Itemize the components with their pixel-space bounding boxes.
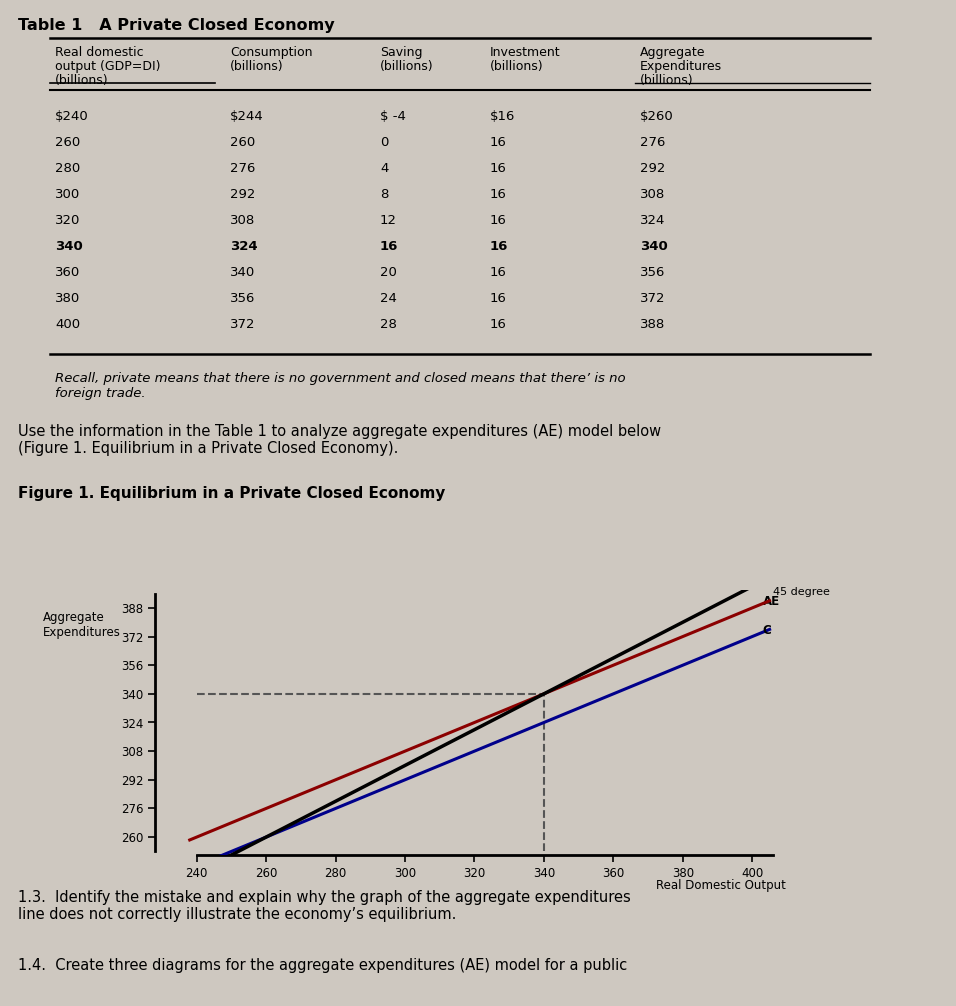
Text: 45 degree: 45 degree <box>773 588 830 598</box>
Text: 12: 12 <box>380 214 397 227</box>
Text: Expenditures: Expenditures <box>640 60 722 73</box>
Text: 8: 8 <box>380 188 388 201</box>
Text: 340: 340 <box>230 266 255 279</box>
Text: $ -4: $ -4 <box>380 110 406 123</box>
Text: 340: 340 <box>55 240 83 253</box>
Text: Recall, private means that there is no government and closed means that there’ i: Recall, private means that there is no g… <box>55 372 625 400</box>
Text: (billions): (billions) <box>640 74 694 87</box>
Text: (billions): (billions) <box>490 60 544 73</box>
Text: 308: 308 <box>230 214 255 227</box>
Text: 16: 16 <box>490 214 507 227</box>
Text: 340: 340 <box>640 240 667 253</box>
Text: Investment: Investment <box>490 46 560 59</box>
Text: 1.3.  Identify the mistake and explain why the graph of the aggregate expenditur: 1.3. Identify the mistake and explain wh… <box>18 890 631 923</box>
Text: 308: 308 <box>640 188 665 201</box>
Text: 16: 16 <box>490 162 507 175</box>
Text: 260: 260 <box>230 136 255 149</box>
Text: 20: 20 <box>380 266 397 279</box>
Text: 16: 16 <box>490 266 507 279</box>
Text: (billions): (billions) <box>55 74 109 87</box>
Text: 380: 380 <box>55 292 80 305</box>
Text: C: C <box>763 624 771 637</box>
Text: Use the information in the Table 1 to analyze aggregate expenditures (AE) model : Use the information in the Table 1 to an… <box>18 424 662 457</box>
Text: 388: 388 <box>640 318 665 331</box>
Text: 356: 356 <box>230 292 255 305</box>
Text: 16: 16 <box>490 136 507 149</box>
Text: 276: 276 <box>230 162 255 175</box>
Text: Aggregate: Aggregate <box>640 46 706 59</box>
Text: (billions): (billions) <box>380 60 434 73</box>
Text: 292: 292 <box>640 162 665 175</box>
Text: 16: 16 <box>490 240 509 253</box>
Text: Aggregate
Expenditures: Aggregate Expenditures <box>42 612 120 639</box>
Text: 16: 16 <box>490 318 507 331</box>
Text: 16: 16 <box>380 240 399 253</box>
Text: Consumption: Consumption <box>230 46 313 59</box>
Text: (billions): (billions) <box>230 60 284 73</box>
Text: Real Domestic Output: Real Domestic Output <box>657 879 786 892</box>
Text: 16: 16 <box>490 188 507 201</box>
Text: 28: 28 <box>380 318 397 331</box>
Text: Table 1   A Private Closed Economy: Table 1 A Private Closed Economy <box>18 18 335 33</box>
Text: 280: 280 <box>55 162 80 175</box>
Text: 372: 372 <box>230 318 255 331</box>
Text: 0: 0 <box>380 136 388 149</box>
Text: AE: AE <box>763 595 780 608</box>
Text: 276: 276 <box>640 136 665 149</box>
Text: 292: 292 <box>230 188 255 201</box>
Text: 4: 4 <box>380 162 388 175</box>
Text: 320: 320 <box>55 214 80 227</box>
Text: 16: 16 <box>490 292 507 305</box>
Text: 372: 372 <box>640 292 665 305</box>
Text: 324: 324 <box>640 214 665 227</box>
Text: 324: 324 <box>230 240 257 253</box>
Text: $16: $16 <box>490 110 515 123</box>
Text: Real domestic: Real domestic <box>55 46 143 59</box>
Text: 24: 24 <box>380 292 397 305</box>
Text: 260: 260 <box>55 136 80 149</box>
Text: 400: 400 <box>55 318 80 331</box>
Text: $244: $244 <box>230 110 264 123</box>
Text: 300: 300 <box>55 188 80 201</box>
Text: $260: $260 <box>640 110 674 123</box>
Text: output (GDP=DI): output (GDP=DI) <box>55 60 161 73</box>
Text: 360: 360 <box>55 266 80 279</box>
Text: 356: 356 <box>640 266 665 279</box>
Text: Saving: Saving <box>380 46 423 59</box>
Text: 1.4.  Create three diagrams for the aggregate expenditures (AE) model for a publ: 1.4. Create three diagrams for the aggre… <box>18 958 627 973</box>
Text: $240: $240 <box>55 110 89 123</box>
Text: Figure 1. Equilibrium in a Private Closed Economy: Figure 1. Equilibrium in a Private Close… <box>18 486 445 501</box>
